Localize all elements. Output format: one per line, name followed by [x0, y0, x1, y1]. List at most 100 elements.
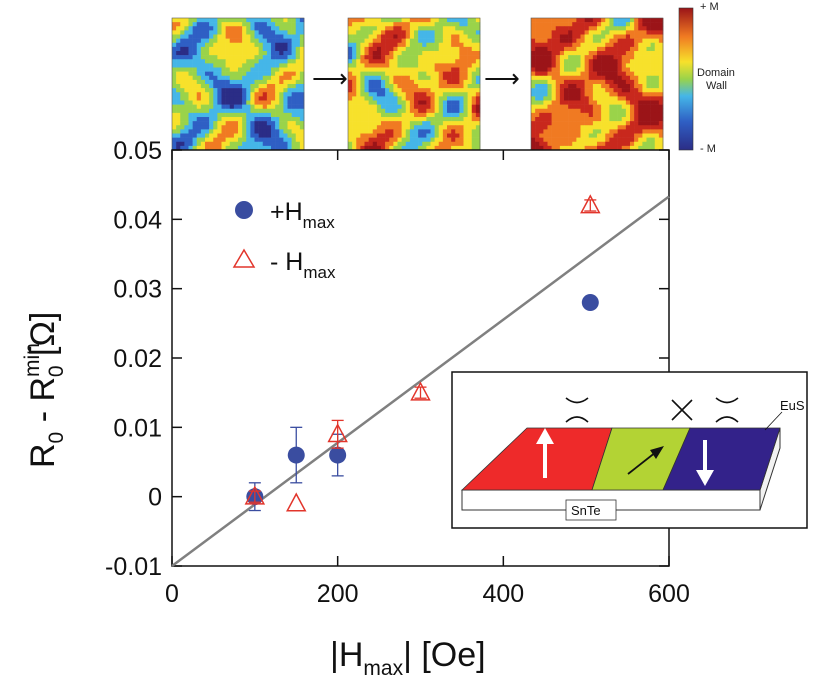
domain-cell-1 [271, 51, 276, 56]
domain-cell-3 [617, 96, 623, 101]
domain-cell-1 [279, 125, 284, 130]
domain-map-panel-1 [171, 17, 305, 151]
domain-cell-2 [447, 18, 452, 23]
domain-cell-2 [430, 38, 435, 44]
domain-cell-3 [531, 84, 536, 89]
domain-cell-1 [196, 129, 202, 134]
domain-cell-2 [376, 92, 382, 97]
domain-cell-3 [551, 104, 557, 110]
domain-cell-1 [287, 75, 292, 81]
domain-cell-2 [372, 26, 378, 31]
domain-cell-1 [221, 133, 226, 138]
domain-cell-3 [551, 59, 557, 64]
domain-cell-1 [176, 141, 181, 147]
domain-cell-1 [246, 59, 251, 64]
domain-cell-1 [250, 71, 255, 77]
domain-cell-2 [418, 71, 423, 77]
domain-cell-2 [422, 96, 427, 101]
domain-cell-2 [364, 38, 369, 44]
domain-cell-3 [564, 18, 569, 23]
domain-cell-3 [592, 141, 598, 147]
domain-cell-3 [601, 79, 606, 85]
domain-cell-3 [572, 129, 577, 134]
domain-cell-2 [442, 129, 448, 134]
domain-cell-1 [209, 129, 214, 134]
domain-cell-3 [601, 67, 606, 72]
domain-cell-1 [275, 125, 280, 130]
domain-cell-3 [597, 46, 602, 52]
domain-cell-3 [597, 26, 602, 31]
domain-cell-1 [291, 75, 297, 81]
domain-cell-2 [463, 92, 468, 97]
domain-cell-3 [531, 117, 536, 122]
domain-cell-3 [642, 108, 647, 114]
domain-cell-2 [455, 26, 460, 31]
domain-cell-3 [630, 75, 635, 81]
domain-cell-1 [279, 51, 284, 56]
domain-cell-1 [242, 51, 247, 56]
domain-cell-2 [381, 18, 386, 23]
domain-cell-3 [597, 125, 602, 130]
domain-cell-3 [658, 46, 664, 52]
domain-cell-3 [572, 38, 577, 44]
domain-cell-3 [588, 92, 594, 97]
domain-cell-1 [275, 100, 280, 105]
domain-cell-3 [588, 100, 594, 105]
domain-cell-1 [266, 51, 272, 56]
domain-cell-2 [455, 84, 460, 89]
domain-cell-1 [238, 84, 243, 89]
domain-cell-3 [551, 75, 557, 81]
domain-cell-1 [299, 96, 305, 101]
domain-cell-1 [242, 96, 247, 101]
domain-cell-2 [414, 137, 419, 143]
domain-cell-1 [209, 26, 214, 31]
domain-cell-2 [459, 141, 464, 147]
domain-cell-2 [368, 108, 374, 114]
domain-cell-1 [242, 79, 247, 85]
domain-cell-2 [352, 117, 357, 122]
domain-cell-3 [580, 92, 585, 97]
domain-cell-3 [559, 129, 565, 134]
domain-cell-3 [601, 129, 606, 134]
domain-cell-1 [233, 63, 239, 68]
domain-cell-3 [580, 79, 585, 85]
domain-cell-1 [217, 55, 222, 60]
domain-cell-3 [617, 75, 623, 81]
domain-cell-2 [426, 100, 431, 105]
legend-label-minus: - Hmax [270, 248, 336, 282]
domain-cell-1 [213, 137, 218, 143]
domain-cell-3 [630, 63, 635, 68]
domain-cell-2 [348, 145, 353, 151]
domain-cell-3 [650, 92, 656, 97]
domain-cell-2 [447, 145, 452, 151]
domain-cell-3 [613, 125, 618, 130]
domain-cell-1 [283, 129, 288, 134]
domain-cell-2 [438, 133, 444, 138]
domain-cell-1 [192, 38, 198, 44]
domain-cell-2 [409, 63, 415, 68]
domain-cell-2 [422, 34, 427, 39]
domain-cell-2 [385, 108, 390, 114]
domain-cell-1 [172, 71, 177, 77]
domain-cell-3 [580, 117, 585, 122]
domain-cell-3 [535, 145, 540, 151]
domain-cell-3 [580, 108, 585, 114]
domain-cell-2 [442, 133, 448, 138]
domain-cell-3 [576, 129, 581, 134]
domain-cell-2 [430, 145, 435, 151]
domain-cell-1 [221, 137, 226, 143]
domain-cell-2 [385, 79, 390, 85]
domain-cell-1 [225, 141, 231, 147]
domain-cell-2 [430, 121, 435, 126]
domain-cell-1 [233, 88, 239, 93]
domain-cell-1 [250, 141, 255, 147]
domain-cell-1 [271, 125, 276, 130]
domain-cell-1 [242, 125, 247, 130]
domain-cell-2 [381, 67, 386, 72]
domain-cell-2 [385, 84, 390, 89]
x-axis-label: |Hmax| [Oe] [330, 636, 486, 676]
domain-cell-1 [279, 145, 284, 151]
domain-cell-2 [418, 121, 423, 126]
domain-cell-2 [385, 137, 390, 143]
domain-cell-2 [393, 100, 398, 105]
